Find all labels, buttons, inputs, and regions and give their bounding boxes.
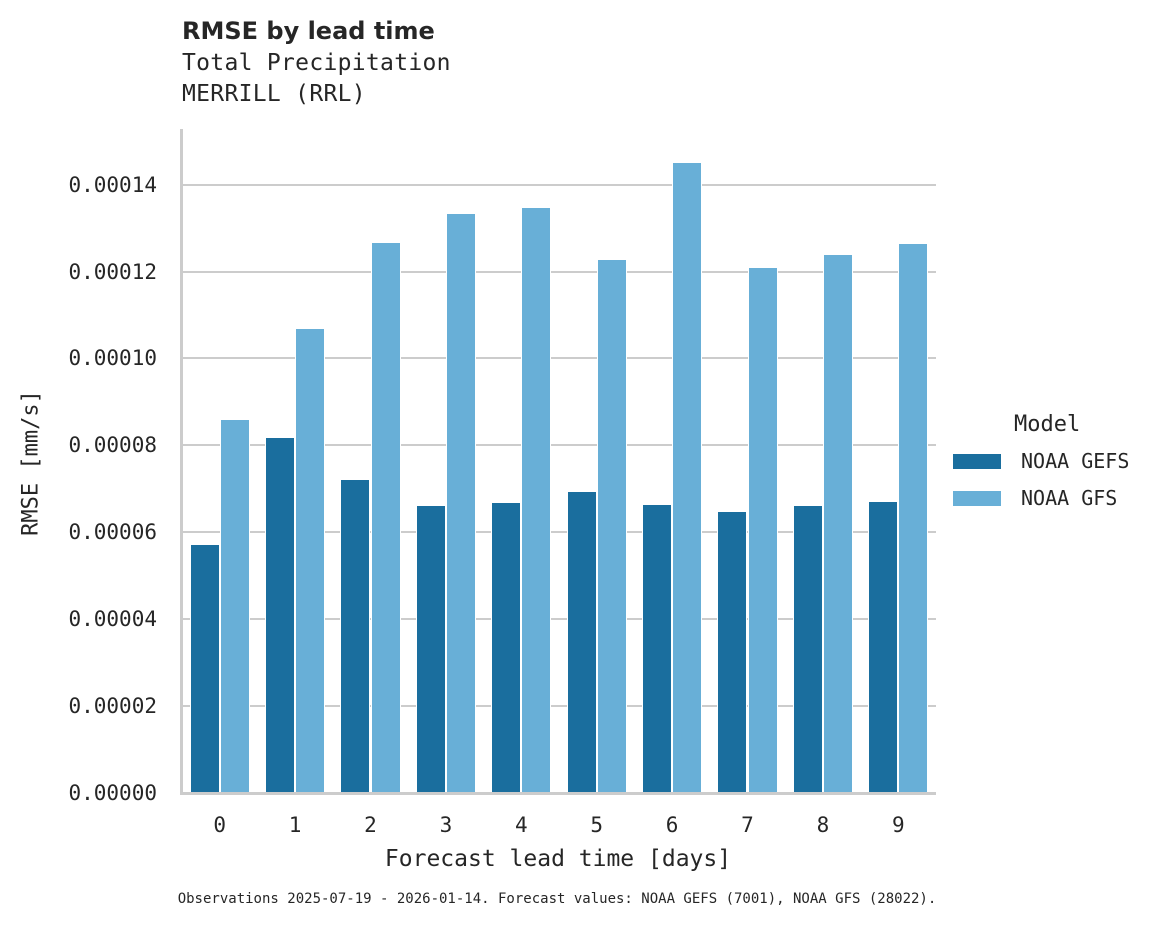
gridline: [182, 531, 936, 534]
x-tick-label: 8: [816, 813, 830, 837]
bar-noaa-gefs-7: [717, 511, 748, 793]
chart-subtitle-variable: Total Precipitation: [182, 50, 451, 76]
x-tick-label: 7: [741, 813, 754, 837]
bar-noaa-gfs-9: [898, 243, 929, 793]
bar-noaa-gefs-4: [491, 503, 522, 793]
bar-noaa-gfs-1: [295, 328, 326, 793]
legend-label: NOAA GFS: [1021, 486, 1118, 510]
legend-title: Model: [1014, 412, 1081, 437]
y-axis-label: RMSE [mm/s]: [18, 390, 44, 536]
gridline: [182, 618, 936, 621]
y-tick-label: 0.00010: [68, 346, 157, 371]
x-tick-label: 9: [891, 813, 905, 837]
bar-noaa-gefs-5: [566, 491, 597, 793]
x-axis-label: Forecast lead time [days]: [384, 846, 732, 872]
bar-noaa-gefs-3: [415, 505, 446, 793]
legend-item-gefs: NOAA GEFS: [953, 449, 1130, 473]
chart-title: RMSE by lead time: [182, 17, 435, 45]
gridline: [182, 270, 936, 273]
bar-noaa-gefs-2: [340, 480, 371, 793]
y-axis-spine: [180, 129, 183, 795]
y-tick-label: 0.00014: [68, 172, 157, 197]
bar-noaa-gfs-7: [747, 268, 778, 793]
legend-label: NOAA GEFS: [1021, 449, 1130, 473]
bar-noaa-gefs-0: [189, 545, 220, 793]
bar-noaa-gfs-3: [445, 213, 477, 793]
x-tick-label: 0: [213, 813, 227, 837]
bar-noaa-gfs-2: [370, 242, 401, 793]
x-tick-label: 1: [288, 813, 302, 837]
x-tick-label: 6: [665, 813, 679, 837]
gridline: [182, 705, 936, 708]
gridline: [182, 357, 936, 360]
bar-noaa-gefs-8: [792, 505, 823, 793]
legend-swatch-gfs: [953, 490, 1001, 506]
x-tick-label: 5: [590, 813, 604, 837]
y-tick-label: 0.00006: [68, 520, 157, 545]
gridline: [182, 183, 936, 186]
x-axis-spine: [180, 792, 936, 795]
x-tick-label: 4: [514, 813, 528, 837]
x-tick-label: 2: [364, 813, 377, 837]
gridline: [182, 444, 936, 447]
footnote: Observations 2025-07-19 - 2026-01-14. Fo…: [177, 891, 937, 907]
y-tick-label: 0.00008: [68, 433, 157, 458]
y-tick-label: 0.00004: [68, 607, 157, 632]
y-tick-label: 0.00000: [68, 781, 157, 805]
bar-noaa-gefs-1: [264, 437, 296, 793]
y-tick-label: 0.00002: [68, 694, 157, 719]
legend-swatch-gefs: [953, 453, 1001, 469]
bar-noaa-gfs-5: [596, 259, 627, 793]
bar-noaa-gfs-0: [219, 420, 250, 793]
legend-item-gfs: NOAA GFS: [953, 486, 1118, 510]
chart-subtitle-station: MERRILL (RRL): [182, 81, 366, 107]
bar-noaa-gfs-8: [822, 255, 854, 793]
y-tick-label: 0.00012: [68, 259, 157, 284]
bar-noaa-gfs-4: [521, 208, 552, 793]
bar-noaa-gefs-6: [641, 504, 673, 793]
bar-noaa-gfs-6: [672, 162, 703, 793]
x-tick-label: 3: [439, 813, 453, 837]
bar-noaa-gefs-9: [868, 501, 899, 793]
plot-area: [180, 129, 936, 795]
